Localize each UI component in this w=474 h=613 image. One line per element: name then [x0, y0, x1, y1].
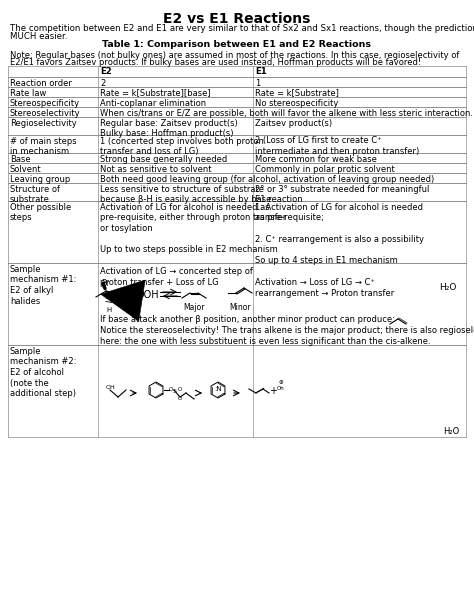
Text: More common for weak base: More common for weak base [255, 154, 377, 164]
Text: H₂O: H₂O [443, 427, 459, 436]
Text: H₂O: H₂O [439, 283, 456, 292]
Text: Solvent: Solvent [10, 164, 42, 173]
Text: Regular base: Zaitsev product(s)
Bulky base: Hoffman product(s): Regular base: Zaitsev product(s) Bulky b… [100, 118, 238, 139]
Text: Rate = k[Substrate]: Rate = k[Substrate] [255, 88, 339, 97]
Text: Notice the stereoselectivity! The trans alkene is the major product; there is al: Notice the stereoselectivity! The trans … [100, 326, 474, 346]
Text: +: + [269, 386, 277, 396]
Text: 1 (concerted step involves both proton
transfer and loss of LG): 1 (concerted step involves both proton t… [100, 137, 264, 156]
Text: 2° or 3° substrate needed for meaningful
E1 reaction: 2° or 3° substrate needed for meaningful… [255, 185, 429, 204]
Text: Major: Major [183, 303, 205, 312]
Text: Anti-coplanar elimination: Anti-coplanar elimination [100, 99, 206, 107]
Text: 2: 2 [100, 78, 105, 88]
Text: Leaving group: Leaving group [10, 175, 70, 183]
Text: Sample
mechanism #1:
E2 of alkyl
halides: Sample mechanism #1: E2 of alkyl halides [10, 264, 76, 306]
Text: 1. Activation of LG for alcohol is needed
as pre-requisite;

2. C⁺ rearrangement: 1. Activation of LG for alcohol is neede… [255, 202, 424, 297]
Text: 2 (Loss of LG first to create C⁺
intermediate and then proton transfer): 2 (Loss of LG first to create C⁺ interme… [255, 137, 419, 156]
Text: Less sensitive to structure of substrate
because β-H is easily accessible by bas: Less sensitive to structure of substrate… [100, 185, 272, 204]
Text: Both need good leaving group (for alcohol, activation of leaving group needed): Both need good leaving group (for alcoho… [100, 175, 434, 183]
Text: Not as sensitive to solvent: Not as sensitive to solvent [100, 164, 211, 173]
Text: If base attack another β position, another minor product can produce:: If base attack another β position, anoth… [100, 315, 395, 324]
Text: Other possible
steps: Other possible steps [10, 202, 71, 223]
Text: Commonly in polar protic solvent: Commonly in polar protic solvent [255, 164, 395, 173]
Text: Rate = k[Substrate][base]: Rate = k[Substrate][base] [100, 88, 210, 97]
Text: 1: 1 [255, 78, 260, 88]
Text: E1: E1 [255, 67, 267, 77]
Text: When cis/trans or E/Z are possible, both will favor the alkene with less steric : When cis/trans or E/Z are possible, both… [100, 109, 473, 118]
Text: +: + [131, 290, 141, 300]
Text: Regioselectivity: Regioselectivity [10, 118, 77, 128]
Text: O: O [169, 387, 173, 392]
Text: Structure of
substrate: Structure of substrate [10, 185, 60, 204]
Text: Stereoselectivity: Stereoselectivity [10, 109, 81, 118]
Text: # of main steps
in mechanism: # of main steps in mechanism [10, 137, 77, 156]
Text: O: O [178, 387, 182, 392]
Text: Stereospecificity: Stereospecificity [10, 99, 80, 107]
Text: Minor: Minor [229, 303, 251, 312]
Text: Note: Regular bases (not bulky ones) are assumed in most of the reactions. In th: Note: Regular bases (not bulky ones) are… [10, 51, 459, 60]
Text: Table 1: Comparison between E1 and E2 Reactions: Table 1: Comparison between E1 and E2 Re… [102, 40, 372, 49]
Text: Zaitsev product(s): Zaitsev product(s) [255, 118, 332, 128]
Text: Activation of LG for alcohol is needed as
pre-requisite, either through proton t: Activation of LG for alcohol is needed a… [100, 202, 286, 287]
Text: Strong base generally needed: Strong base generally needed [100, 154, 227, 164]
Text: MUCH easier.: MUCH easier. [10, 32, 67, 41]
Text: E2: E2 [100, 67, 112, 77]
Text: S: S [173, 389, 177, 394]
Text: Rate law: Rate law [10, 88, 46, 97]
Text: ΘOH: ΘOH [137, 290, 159, 300]
Text: H: H [106, 307, 111, 313]
Text: Base: Base [10, 154, 31, 164]
Text: The competition between E2 and E1 are very similar to that of Sx2 and Sx1 reacti: The competition between E2 and E1 are ve… [10, 24, 474, 33]
Text: Sample
mechanism #2:
E2 of alcohol
(note the
additional step): Sample mechanism #2: E2 of alcohol (note… [10, 346, 76, 398]
Text: E2/E1 favors Zaitsev products. If bulky bases are used instead, Hoffman products: E2/E1 favors Zaitsev products. If bulky … [10, 58, 421, 67]
Text: Reaction order: Reaction order [10, 78, 72, 88]
Text: OH: OH [106, 385, 116, 390]
Text: O: O [178, 396, 182, 401]
Text: No stereospecificity: No stereospecificity [255, 99, 338, 107]
Text: Br: Br [101, 279, 109, 288]
Text: E2 vs E1 Reactions: E2 vs E1 Reactions [164, 12, 310, 26]
Text: :N: :N [214, 386, 222, 392]
Text: ⊕
Oh: ⊕ Oh [277, 380, 285, 391]
